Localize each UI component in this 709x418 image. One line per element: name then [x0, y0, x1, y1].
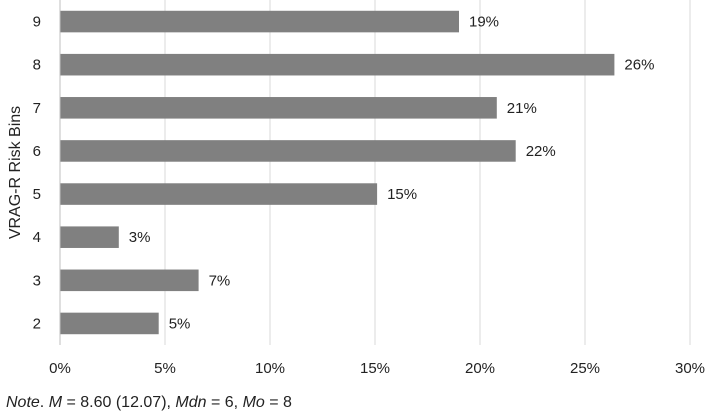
note-separator: . — [39, 394, 49, 411]
data-label-6: 22% — [526, 143, 556, 160]
bar-5 — [60, 183, 378, 205]
y-tick-label-7: 7 — [33, 100, 41, 117]
bar-9 — [60, 10, 459, 33]
data-label-2: 5% — [169, 315, 191, 332]
data-label-8: 26% — [624, 57, 654, 74]
note-prefix: Note — [6, 394, 40, 411]
x-tick-label-5: 5% — [154, 360, 176, 377]
x-tick-label-30: 30% — [675, 360, 705, 377]
y-tick-label-9: 9 — [33, 14, 41, 31]
note-m-symbol: M — [48, 394, 63, 411]
y-tick-label-4: 4 — [33, 229, 41, 246]
chart-note: Note. M = 8.60 (12.07), Mdn = 6, Mo = 8 — [6, 394, 292, 412]
x-tick-label-10: 10% — [255, 360, 285, 377]
y-tick-label-3: 3 — [33, 272, 41, 289]
note-mo-symbol: Mo — [242, 394, 265, 411]
data-label-3: 7% — [209, 272, 231, 289]
bar-3 — [60, 269, 199, 292]
note-mdn-value: = 6, — [206, 394, 243, 411]
bar-chart: 19%926%821%722%615%53%47%35%20% 5% 10% 15% 2… — [7, 0, 705, 377]
x-tick-label-0: 0% — [49, 360, 71, 377]
data-label-7: 21% — [507, 100, 537, 117]
bar-6 — [60, 140, 516, 162]
data-label-5: 15% — [387, 186, 417, 203]
data-label-4: 3% — [129, 229, 151, 246]
y-tick-label-2: 2 — [33, 315, 41, 332]
y-axis-title: VRAG-R Risk Bins — [7, 106, 24, 239]
bar-8 — [60, 53, 615, 76]
x-tick-label-25: 25% — [570, 360, 600, 377]
y-tick-label-8: 8 — [33, 57, 41, 74]
bar-2 — [60, 312, 159, 335]
x-tick-label-20: 20% — [465, 360, 495, 377]
bar-4 — [60, 226, 119, 248]
x-tick-label-15: 15% — [360, 360, 390, 377]
note-m-value: = 8.60 (12.07), — [62, 394, 176, 411]
y-tick-label-6: 6 — [33, 143, 41, 160]
note-mo-value: = 8 — [264, 394, 292, 411]
bar-7 — [60, 97, 497, 119]
data-label-9: 19% — [469, 14, 499, 31]
note-mdn-symbol: Mdn — [175, 394, 207, 411]
y-tick-label-5: 5 — [33, 186, 41, 203]
